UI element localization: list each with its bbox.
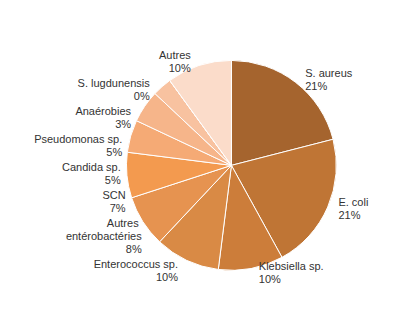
svg-text:7%: 7% (110, 202, 126, 214)
svg-text:Klebsiella sp.: Klebsiella sp. (259, 260, 324, 272)
svg-text:21%: 21% (305, 80, 327, 92)
svg-text:Autres: Autres (107, 217, 142, 229)
svg-text:Candida sp.: Candida sp. (62, 161, 121, 173)
svg-text:10%: 10% (259, 273, 281, 285)
svg-text:0%: 0% (134, 90, 150, 102)
svg-text:5%: 5% (106, 146, 122, 158)
svg-text:10%: 10% (169, 62, 191, 74)
svg-text:E. coli: E. coli (338, 196, 368, 208)
svg-text:Autres: Autres (159, 49, 191, 61)
svg-text:21%: 21% (338, 209, 360, 221)
svg-text:10%: 10% (156, 271, 178, 283)
svg-text:8%: 8% (126, 243, 142, 255)
svg-text:entérobactéries: entérobactéries (66, 230, 142, 242)
svg-text:S. aureus: S. aureus (305, 67, 353, 79)
svg-text:SCN: SCN (102, 189, 125, 201)
svg-text:Anaérobies: Anaérobies (75, 105, 131, 117)
svg-text:3%: 3% (115, 118, 131, 130)
svg-text:S. lugdunensis: S. lugdunensis (78, 77, 151, 89)
svg-text:Enterococcus sp.: Enterococcus sp. (94, 258, 178, 270)
svg-text:Pseudomonas sp.: Pseudomonas sp. (34, 133, 122, 145)
svg-text:5%: 5% (105, 174, 121, 186)
